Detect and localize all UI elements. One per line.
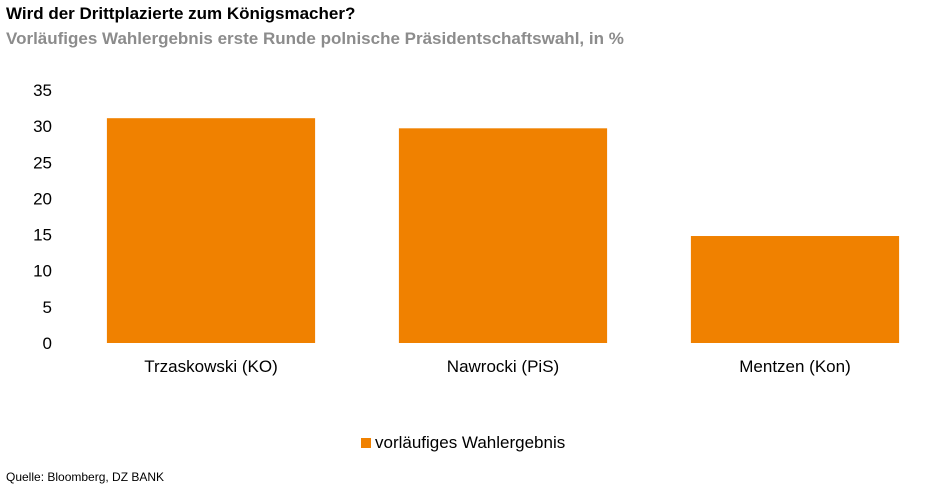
x-category-label: Trzaskowski (KO): [144, 357, 278, 376]
chart-subtitle: Vorläufiges Wahlergebnis erste Runde pol…: [6, 29, 624, 48]
y-tick-label: 35: [33, 81, 52, 100]
y-tick-label: 30: [33, 117, 52, 136]
y-tick-label: 25: [33, 153, 52, 172]
y-tick-label: 5: [43, 298, 52, 317]
legend-swatch: [361, 438, 371, 448]
x-category-label: Nawrocki (PiS): [447, 357, 559, 376]
chart-title: Wird der Drittplazierte zum Königsmacher…: [6, 4, 356, 23]
legend: vorläufiges Wahlergebnis: [361, 433, 565, 453]
source-note: Quelle: Bloomberg, DZ BANK: [6, 470, 165, 484]
y-tick-label: 10: [33, 262, 52, 281]
x-category-label: Mentzen (Kon): [739, 357, 851, 376]
y-tick-label: 15: [33, 226, 52, 245]
bar: [690, 236, 900, 343]
y-tick-label: 0: [43, 334, 52, 353]
bar-chart: 0 5 10 15 20 25 30 35 Trzaskowski (KO) Nawrocki (…: [33, 81, 900, 376]
bar: [398, 128, 608, 343]
legend-label: vorläufiges Wahlergebnis: [375, 433, 566, 452]
bar: [106, 118, 316, 343]
y-tick-label: 20: [33, 189, 52, 208]
